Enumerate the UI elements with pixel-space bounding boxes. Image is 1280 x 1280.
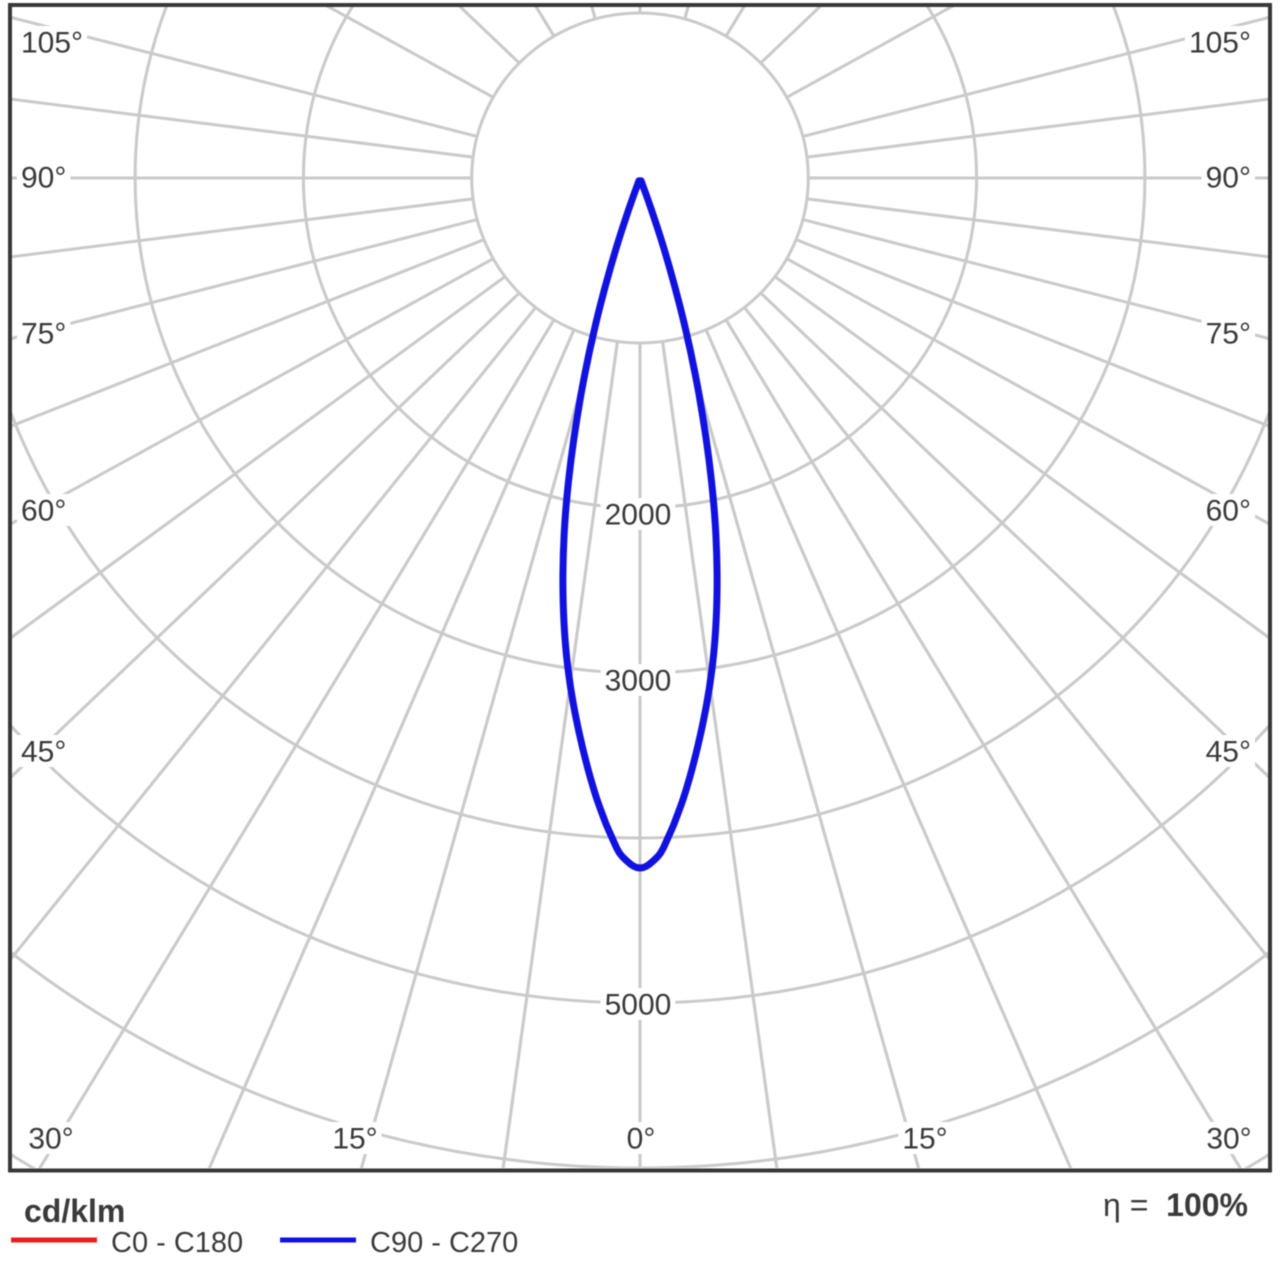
svg-text:75°: 75° — [1206, 318, 1251, 351]
svg-text:75°: 75° — [21, 318, 66, 351]
svg-text:105°: 105° — [1189, 27, 1251, 60]
svg-text:C0 - C180: C0 - C180 — [111, 1227, 243, 1259]
svg-text:45°: 45° — [1206, 736, 1251, 769]
svg-text:45°: 45° — [21, 736, 66, 769]
svg-text:2000: 2000 — [605, 499, 672, 532]
svg-text:cd/klm: cd/klm — [24, 1193, 125, 1229]
svg-text:90°: 90° — [1206, 162, 1251, 195]
svg-text:0°: 0° — [627, 1123, 656, 1156]
svg-text:60°: 60° — [21, 495, 66, 528]
svg-text:3000: 3000 — [605, 665, 672, 698]
svg-text:C90 - C270: C90 - C270 — [370, 1227, 518, 1259]
svg-text:90°: 90° — [21, 162, 66, 195]
svg-text:η = 100%: η = 100% — [1103, 1187, 1248, 1223]
svg-text:5000: 5000 — [605, 989, 672, 1022]
svg-text:30°: 30° — [1206, 1123, 1251, 1156]
svg-text:15°: 15° — [902, 1123, 947, 1156]
svg-text:30°: 30° — [28, 1123, 73, 1156]
svg-text:105°: 105° — [21, 27, 83, 60]
svg-text:60°: 60° — [1206, 495, 1251, 528]
svg-text:15°: 15° — [332, 1123, 377, 1156]
